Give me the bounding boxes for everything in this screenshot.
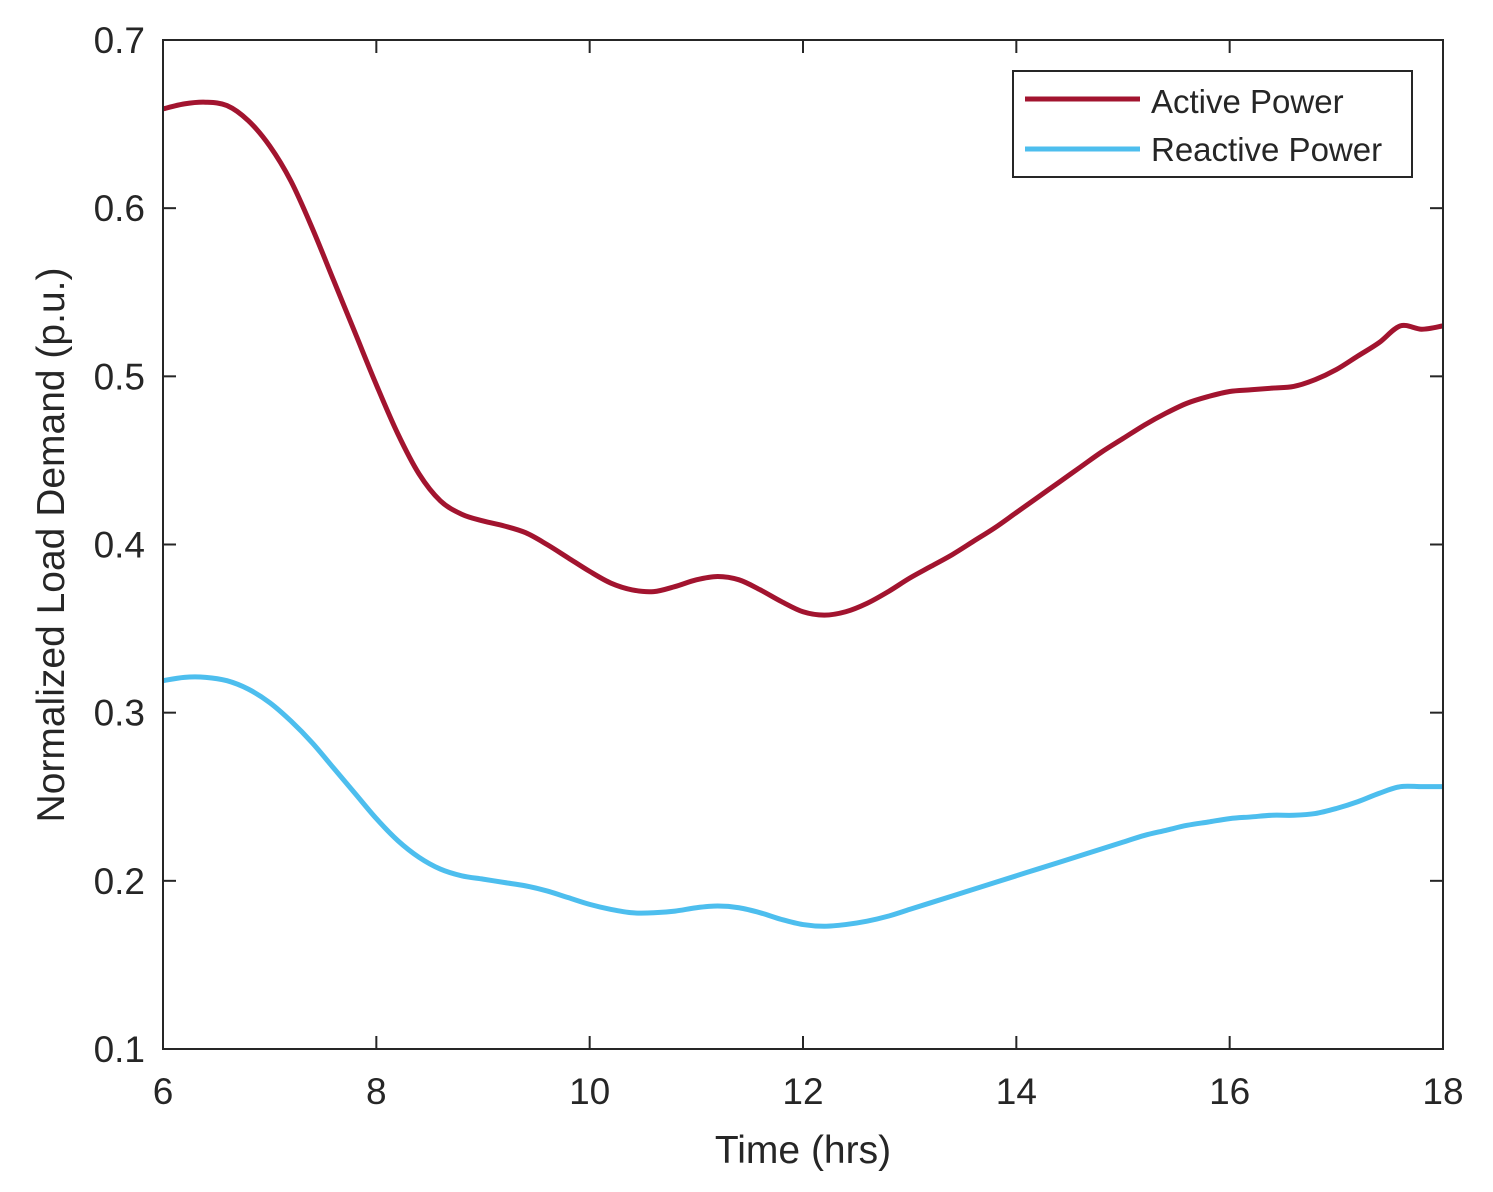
plot-area xyxy=(163,40,1443,1049)
x-tick-label-18: 18 xyxy=(1422,1071,1463,1112)
y-tick-label-0.2: 0.2 xyxy=(94,861,145,902)
x-axis-title: Time (hrs) xyxy=(715,1129,891,1172)
series-layer xyxy=(162,99,1444,929)
x-tick-label-12: 12 xyxy=(782,1071,823,1112)
series-line-reactive-power[interactable] xyxy=(162,674,1443,929)
series-line-active-power[interactable] xyxy=(162,99,1444,618)
y-tick-label-0.7: 0.7 xyxy=(94,20,145,61)
x-tick-label-16: 16 xyxy=(1209,1071,1250,1112)
y-tick-label-0.3: 0.3 xyxy=(94,693,145,734)
y-axis-ticks xyxy=(163,39,1443,1050)
x-tick-label-6: 6 xyxy=(153,1071,174,1112)
legend-label-reactive-power: Reactive Power xyxy=(1151,131,1382,168)
x-tick-label-10: 10 xyxy=(569,1071,610,1112)
y-tick-label-0.4: 0.4 xyxy=(94,525,145,566)
x-axis-tick-labels: 6 8 10 12 14 16 18 xyxy=(153,1071,1464,1112)
y-axis-tick-labels: 0.1 0.2 0.3 0.4 0.5 0.6 0.7 xyxy=(94,20,145,1070)
y-axis-title: Normalized Load Demand (p.u.) xyxy=(30,268,73,823)
legend[interactable]: Active Power Reactive Power xyxy=(1012,70,1413,178)
x-axis-ticks xyxy=(162,40,1444,1049)
x-tick-label-14: 14 xyxy=(996,1071,1037,1112)
y-tick-label-0.1: 0.1 xyxy=(94,1029,145,1070)
y-tick-label-0.5: 0.5 xyxy=(94,356,145,397)
legend-box xyxy=(1012,70,1413,178)
x-tick-label-8: 8 xyxy=(366,1071,387,1112)
y-tick-label-0.6: 0.6 xyxy=(94,188,145,229)
legend-label-active-power: Active Power xyxy=(1151,83,1344,120)
